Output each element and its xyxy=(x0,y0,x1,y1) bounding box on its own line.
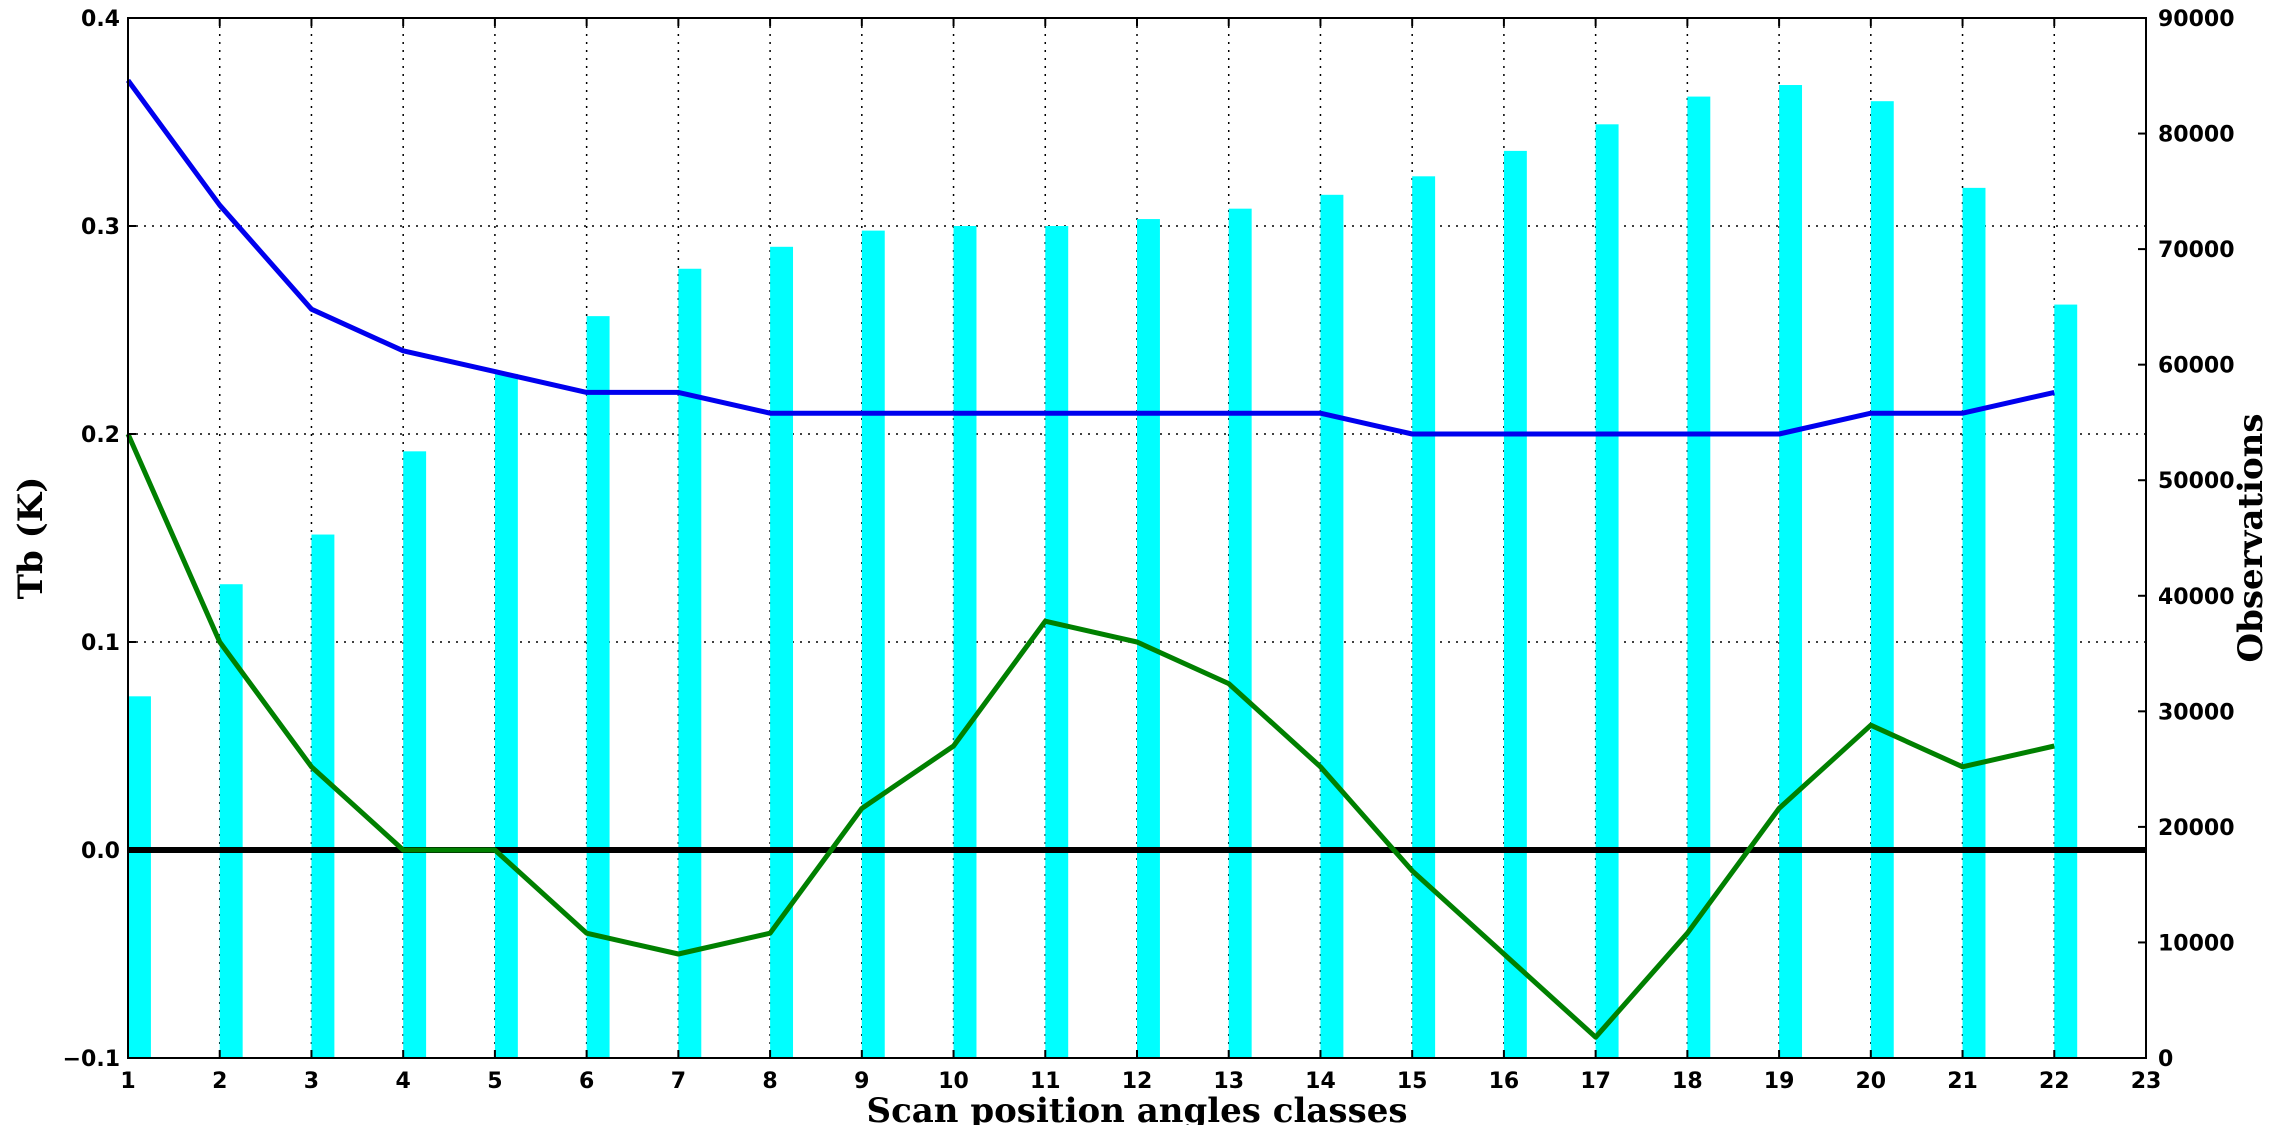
series-line-2 xyxy=(125,432,2055,1040)
y-right-tick-label: 60000 xyxy=(2158,354,2235,379)
observation-bar xyxy=(861,230,885,1059)
x-tick-label: 10 xyxy=(938,1069,969,1094)
observation-bar xyxy=(1503,150,1527,1058)
y-left-axis-title: Tb (K) xyxy=(11,477,51,600)
x-tick-label: 2 xyxy=(212,1069,227,1094)
observation-bar xyxy=(1962,187,1986,1058)
x-tick-label: 6 xyxy=(579,1069,594,1094)
y-right-axis-title: Observations xyxy=(2231,413,2271,662)
observation-bar xyxy=(128,696,151,1058)
x-tick-label: 1 xyxy=(120,1069,135,1094)
observation-bar xyxy=(1320,194,1344,1059)
x-tick-label: 19 xyxy=(1764,1069,1795,1094)
observation-bar xyxy=(2054,304,2078,1059)
y-right-tick-label: 70000 xyxy=(2158,238,2235,263)
observation-bar xyxy=(1779,85,1803,1059)
observation-bar xyxy=(1412,176,1436,1059)
observation-bar xyxy=(1595,124,1619,1059)
observation-bar xyxy=(678,268,702,1058)
x-tick-label: 3 xyxy=(304,1069,319,1094)
observation-bar xyxy=(311,534,335,1058)
observation-bar xyxy=(586,316,610,1059)
y-left-tick-label: 0.2 xyxy=(81,423,120,448)
observation-bars xyxy=(128,85,2078,1059)
y-left-tick-label: 0.4 xyxy=(81,7,120,32)
y-right-tick-label: 40000 xyxy=(2158,585,2235,610)
x-tick-label: 13 xyxy=(1213,1069,1244,1094)
x-tick-label: 8 xyxy=(762,1069,777,1094)
y-right-tick-label: 0 xyxy=(2158,1047,2173,1072)
observation-bar xyxy=(219,584,243,1058)
x-tick-label: 4 xyxy=(396,1069,411,1094)
x-tick-label: 23 xyxy=(2131,1069,2162,1094)
y-right-tick-label: 20000 xyxy=(2158,816,2235,841)
y-left-tick-label: −0.1 xyxy=(63,1047,120,1072)
y-left-tick-labels: −0.1 0.0 0.1 0.2 0.3 0.4 xyxy=(63,7,120,1072)
observation-bar xyxy=(1687,96,1711,1059)
x-tick-label: 20 xyxy=(1856,1069,1887,1094)
x-tick-label: 17 xyxy=(1580,1069,1611,1094)
x-tick-label: 16 xyxy=(1489,1069,1520,1094)
x-tick-label: 14 xyxy=(1305,1069,1336,1094)
x-tick-label: 9 xyxy=(854,1069,869,1094)
observation-bar xyxy=(1137,219,1160,1059)
axis-ticks xyxy=(127,17,2147,1059)
observation-bar xyxy=(1870,101,1894,1058)
x-tick-label: 5 xyxy=(487,1069,502,1094)
x-tick-labels: 1 2 3 4 5 6 7 8 9 10 11 12 13 14 15 16 17 18 19 20 21 22 23 xyxy=(120,1069,2161,1094)
y-right-tick-labels: 0 10000 20000 30000 40000 50000 60000 70000 8000… xyxy=(2158,7,2235,1072)
x-tick-label: 12 xyxy=(1122,1069,1153,1094)
y-right-tick-label: 90000 xyxy=(2158,7,2235,32)
x-tick-label: 11 xyxy=(1030,1069,1061,1094)
y-left-tick-label: 0.1 xyxy=(81,631,120,656)
x-axis-title: Scan position angles classes xyxy=(867,1091,1408,1125)
observation-bar xyxy=(403,451,427,1058)
observation-bar xyxy=(953,226,977,1058)
observation-bar xyxy=(494,373,518,1058)
series-line-1 xyxy=(125,78,2055,437)
y-right-tick-label: 80000 xyxy=(2158,123,2235,148)
y-right-tick-label: 10000 xyxy=(2158,931,2235,956)
x-tick-label: 15 xyxy=(1397,1069,1428,1094)
series-lines xyxy=(125,78,2055,1040)
x-tick-label: 21 xyxy=(1947,1069,1978,1094)
y-right-tick-label: 30000 xyxy=(2158,700,2235,725)
observation-bar xyxy=(1228,208,1252,1058)
y-right-tick-label: 50000 xyxy=(2158,469,2235,494)
x-tick-label: 18 xyxy=(1672,1069,1703,1094)
observation-bar xyxy=(770,246,794,1059)
x-tick-label: 22 xyxy=(2039,1069,2070,1094)
observation-bar xyxy=(1045,226,1069,1058)
x-tick-label: 7 xyxy=(671,1069,686,1094)
y-left-tick-label: 0.0 xyxy=(81,839,120,864)
y-left-tick-label: 0.3 xyxy=(81,215,120,240)
